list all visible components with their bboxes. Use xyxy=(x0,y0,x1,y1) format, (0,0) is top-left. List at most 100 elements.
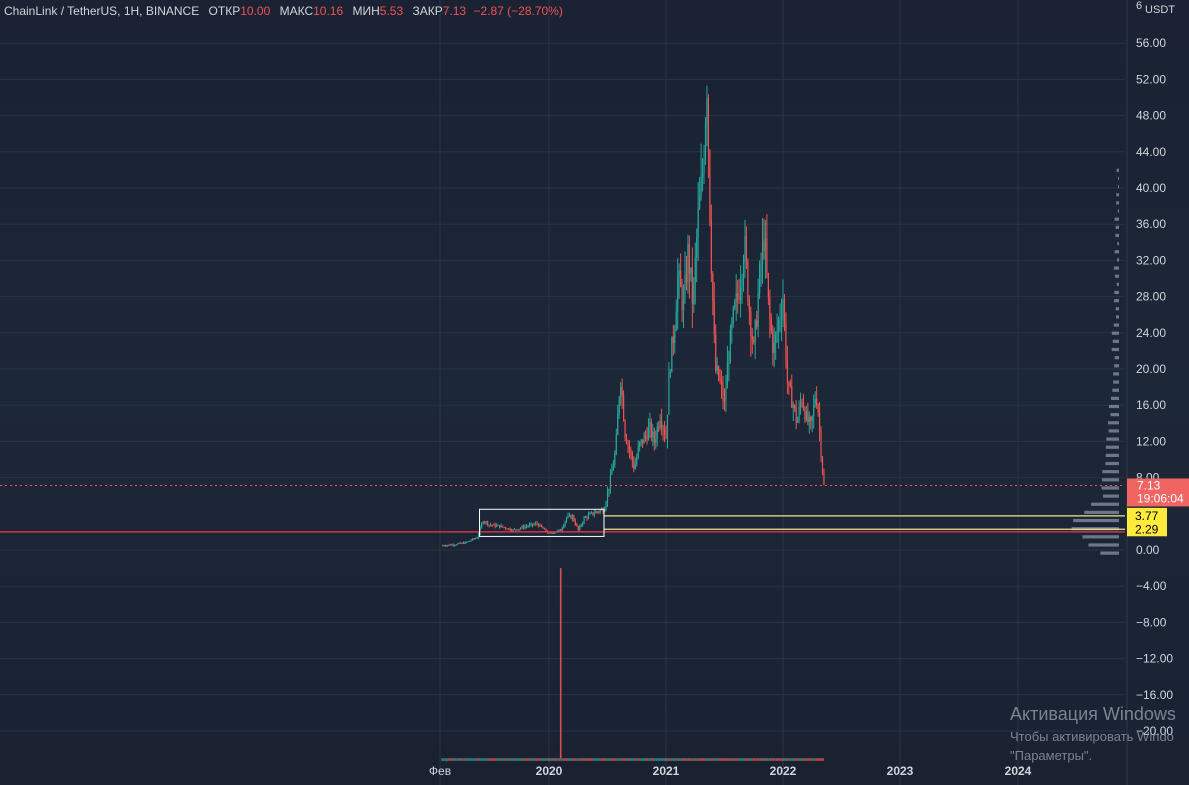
volume-bar xyxy=(819,758,821,761)
volume-profile-bar xyxy=(1112,388,1119,392)
volume-bar xyxy=(727,758,729,761)
candle-body xyxy=(543,528,546,530)
candle-body xyxy=(782,299,784,317)
volume-bar xyxy=(448,758,451,761)
candle-body xyxy=(681,286,683,311)
candle-body xyxy=(658,426,660,428)
volume-bar xyxy=(611,758,614,761)
volume-bar xyxy=(613,758,615,761)
volume-bar xyxy=(636,758,639,761)
candle-body xyxy=(722,385,724,401)
volume-bar xyxy=(495,758,497,761)
candle-body xyxy=(548,532,550,534)
volume-profile-bar xyxy=(1114,250,1119,254)
volume-bar xyxy=(806,758,808,761)
candle-body xyxy=(716,366,718,371)
candle-body xyxy=(500,525,502,528)
volume-profile-bar xyxy=(1114,356,1119,360)
volume-bar xyxy=(818,758,820,761)
volume-profile-bar xyxy=(1113,380,1119,384)
volume-profile-bar xyxy=(1114,217,1119,221)
candle-body xyxy=(668,372,670,415)
candle-body xyxy=(549,532,552,534)
candle-body xyxy=(448,544,450,546)
candle-body xyxy=(706,98,708,125)
candle-body xyxy=(614,453,616,466)
candle-body xyxy=(457,543,459,545)
volume-bar xyxy=(517,758,520,761)
candle-body xyxy=(766,238,768,274)
candle-body xyxy=(475,538,477,540)
volume-bar xyxy=(544,758,546,761)
candle-body xyxy=(729,329,731,363)
price-tick-label: 12.00 xyxy=(1136,434,1166,448)
volume-bar xyxy=(796,758,798,761)
volume-bar xyxy=(654,758,656,761)
volume-bar xyxy=(585,758,587,761)
candle-body xyxy=(617,413,619,435)
candle-body xyxy=(476,537,478,539)
candle-body xyxy=(519,527,522,529)
volume-bar xyxy=(683,758,685,761)
candle-body xyxy=(601,509,603,511)
volume-bar xyxy=(728,758,731,761)
candle-body xyxy=(504,527,507,529)
time-tick-label: 2024 xyxy=(1005,764,1032,778)
candle-body xyxy=(571,515,573,519)
volume-bar xyxy=(718,758,721,761)
candle-body xyxy=(789,382,791,386)
volume-bar xyxy=(673,758,675,761)
candle-body xyxy=(518,528,520,530)
candle-body xyxy=(659,420,661,428)
volume-bar xyxy=(514,758,517,761)
current-price-label: 7.13 xyxy=(1137,478,1161,492)
candle-body xyxy=(701,174,704,178)
volume-bar xyxy=(699,758,702,761)
open-value: 10.00 xyxy=(240,4,271,18)
candle-body xyxy=(449,544,451,546)
volume-bar xyxy=(456,758,458,761)
volume-bar xyxy=(573,758,576,761)
candle-body xyxy=(495,525,498,527)
volume-bar xyxy=(487,758,490,761)
volume-bar xyxy=(797,758,800,761)
volume-bar xyxy=(769,758,772,761)
volume-bar xyxy=(682,758,684,761)
volume-bar xyxy=(453,758,455,761)
volume-bars xyxy=(441,568,824,762)
volume-bar xyxy=(565,758,567,761)
volume-bar xyxy=(554,758,557,761)
volume-bar xyxy=(764,758,766,761)
price-tick-label: −20.00 xyxy=(1136,724,1173,738)
candle-body xyxy=(753,340,755,342)
volume-bar xyxy=(604,758,607,761)
volume-profile-bar xyxy=(1088,543,1119,547)
volume-bar xyxy=(465,758,467,761)
candle-body xyxy=(531,523,534,525)
candle-body xyxy=(700,177,702,197)
volume-bar xyxy=(635,758,637,761)
candle-body xyxy=(608,488,610,492)
volume-bar xyxy=(655,758,658,761)
candle-body xyxy=(590,512,593,514)
volume-bar xyxy=(460,758,463,761)
volume-bar xyxy=(522,758,524,761)
volume-bar xyxy=(660,758,662,761)
volume-profile-bar xyxy=(1102,470,1119,474)
candle-body xyxy=(582,522,584,525)
volume-profile-bar xyxy=(1107,421,1119,425)
candle-body xyxy=(739,286,742,300)
volume-bar xyxy=(698,758,700,761)
volume-bar xyxy=(709,758,712,761)
candle-body xyxy=(487,521,489,526)
volume-profile-bar xyxy=(1111,331,1119,335)
candle-body xyxy=(631,453,633,462)
candle-body xyxy=(584,516,587,518)
volume-bar xyxy=(489,758,491,761)
symbol-name[interactable]: ChainLink / TetherUS, 1H, BINANCE xyxy=(4,4,200,18)
candle-body xyxy=(467,541,469,543)
volume-bar xyxy=(447,758,449,761)
volume-bar xyxy=(531,758,533,761)
price-axis-currency[interactable]: USDT xyxy=(1145,4,1175,16)
